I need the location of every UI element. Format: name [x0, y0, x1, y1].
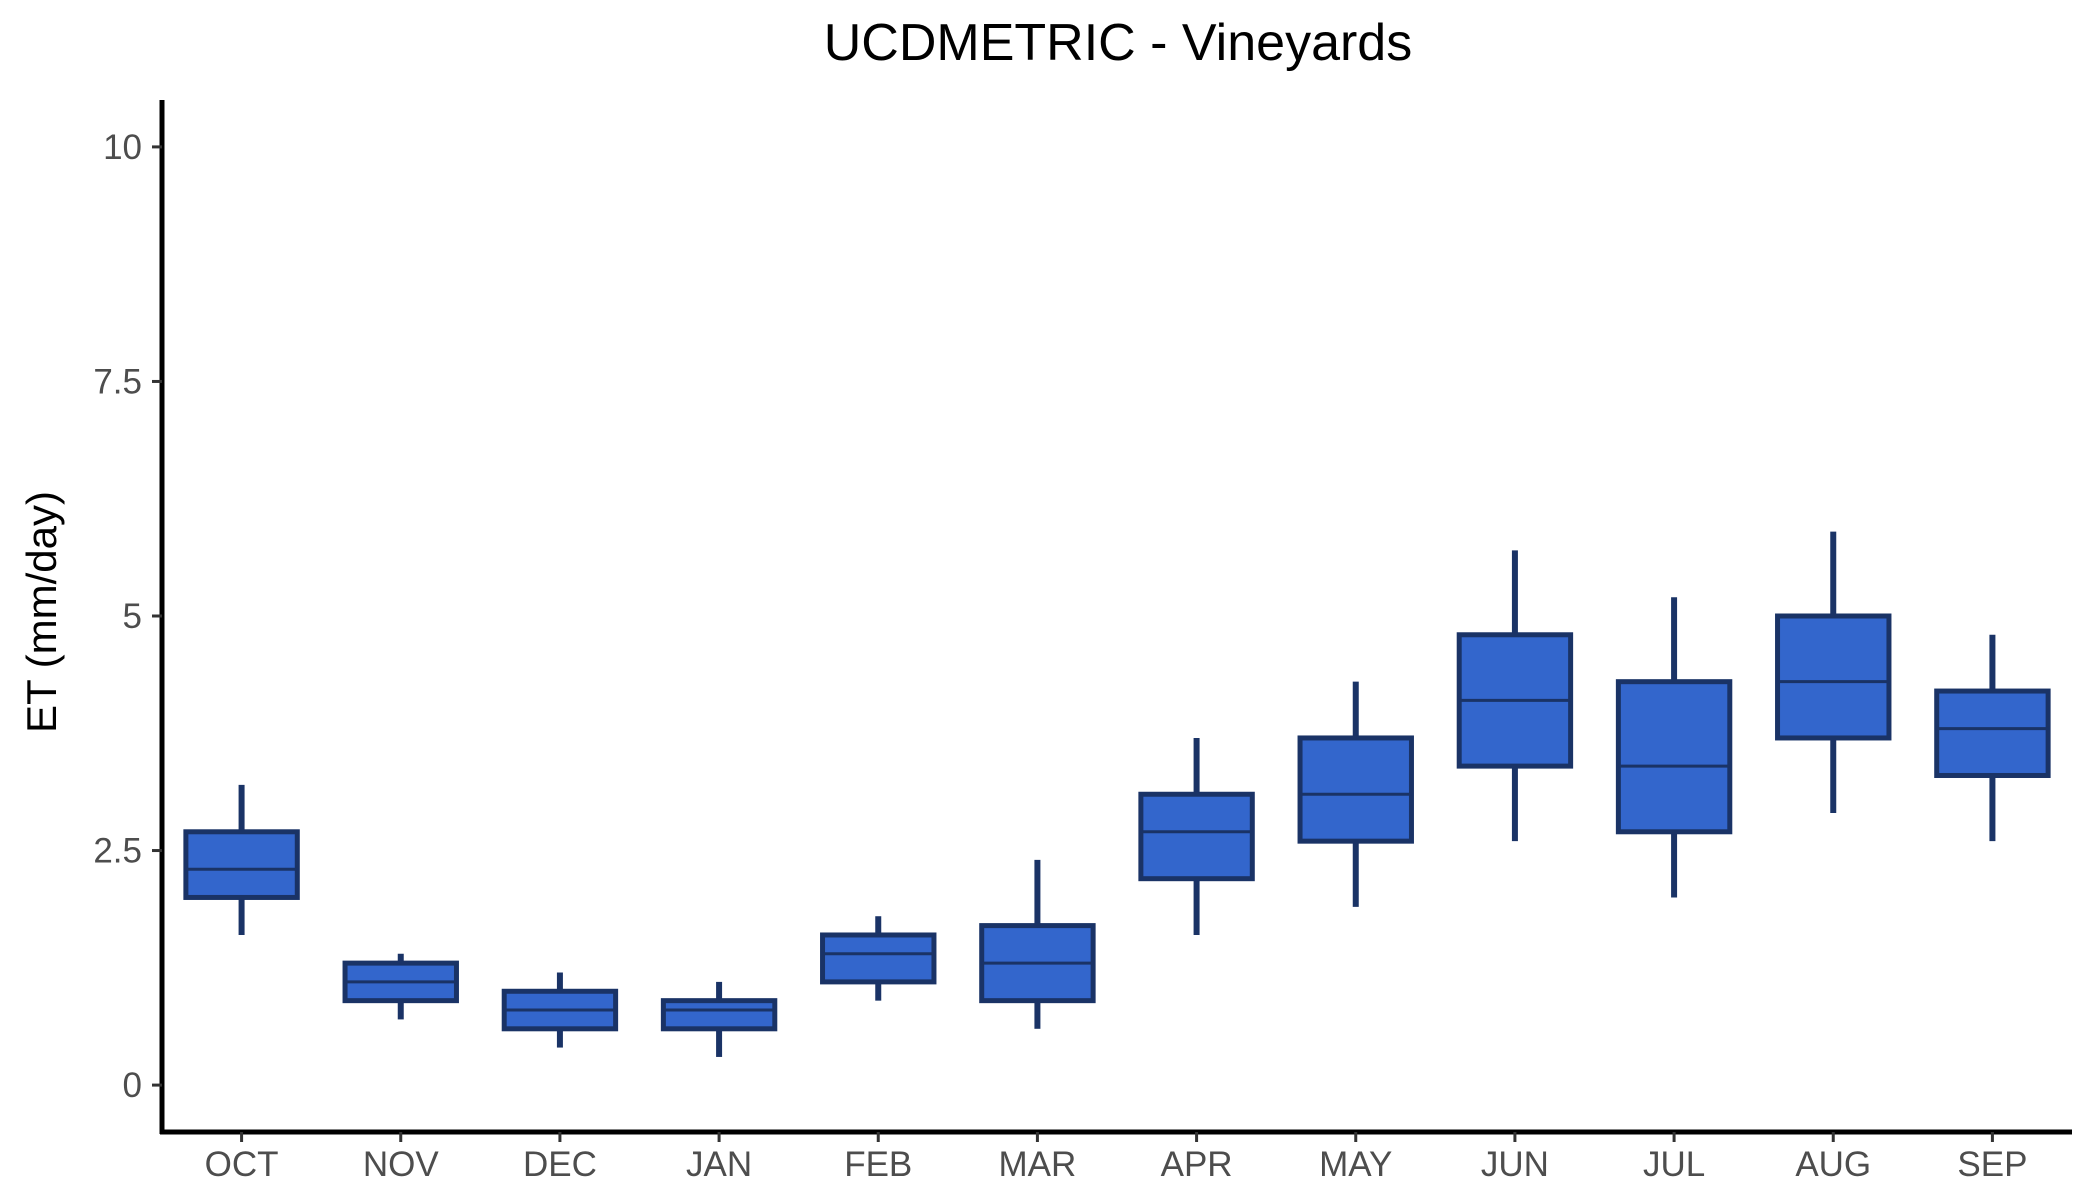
x-tick-label: MAY — [1319, 1145, 1392, 1184]
box-aug — [1775, 531, 1892, 814]
x-tick-label: JAN — [686, 1145, 752, 1184]
box-iqr — [1138, 791, 1255, 882]
box-iqr — [660, 998, 778, 1032]
x-tick-label: NOV — [363, 1145, 440, 1184]
x-tick-label: APR — [1161, 1145, 1233, 1184]
y-tick-label: 10 — [103, 128, 142, 167]
box-iqr — [1775, 613, 1892, 741]
box-iqr — [820, 932, 937, 985]
y-axis-label: ET (mm/day) — [18, 491, 65, 733]
box-iqr — [1615, 679, 1733, 835]
box-nov — [342, 953, 459, 1020]
chart-title: UCDMETRIC - Vineyards — [824, 14, 1412, 72]
x-tick-label: SEP — [1957, 1145, 2027, 1184]
x-tick-label: AUG — [1795, 1145, 1871, 1184]
box-iqr — [183, 829, 300, 900]
box-iqr — [1934, 688, 2051, 778]
box-jul — [1615, 597, 1733, 898]
box-apr — [1138, 737, 1255, 935]
x-tick-label: MAR — [999, 1145, 1077, 1184]
y-tick-label: 0 — [123, 1066, 142, 1105]
box-jun — [1456, 550, 1574, 842]
box-mar — [979, 859, 1096, 1029]
boxes-layer — [183, 531, 2051, 1057]
y-tick-label: 5 — [123, 597, 142, 636]
y-tick-label: 7.5 — [93, 362, 142, 401]
box-oct — [183, 784, 300, 935]
box-dec — [501, 972, 619, 1048]
box-jan — [660, 981, 778, 1057]
x-tick-label: FEB — [844, 1145, 912, 1184]
box-feb — [820, 916, 937, 1001]
x-tick-label: DEC — [523, 1145, 597, 1184]
box-sep — [1934, 634, 2051, 842]
y-tick-label: 2.5 — [93, 832, 142, 871]
x-tick-label: OCT — [205, 1145, 279, 1184]
ticks-layer: 0 2.5 5 7.5 10 OCT NOV DEC JAN FEB MAR APR MAY JUN JUL… — [93, 128, 2027, 1184]
box-iqr — [1297, 735, 1414, 844]
x-tick-label: JUL — [1643, 1145, 1705, 1184]
box-may — [1297, 681, 1414, 907]
x-tick-label: JUN — [1481, 1145, 1549, 1184]
